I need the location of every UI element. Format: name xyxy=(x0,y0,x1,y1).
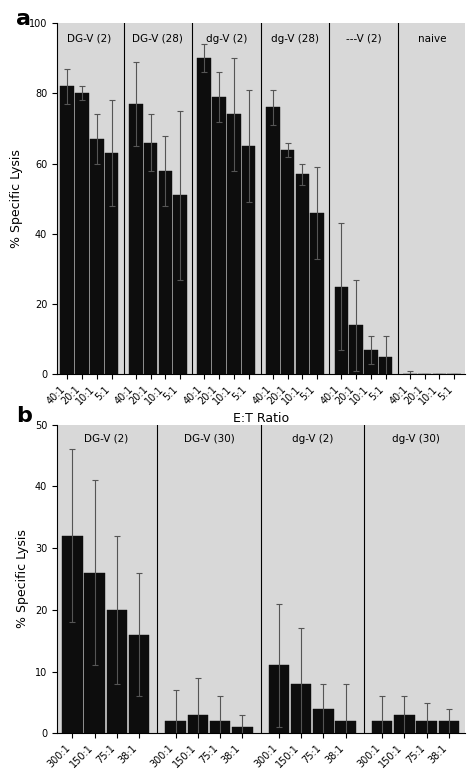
Bar xyxy=(75,93,89,374)
Y-axis label: % Specific Lysis: % Specific Lysis xyxy=(10,149,23,249)
Bar xyxy=(129,104,143,374)
Bar xyxy=(372,721,392,733)
Text: naive: naive xyxy=(418,34,446,44)
Bar xyxy=(291,684,311,733)
Bar xyxy=(335,286,348,374)
Bar xyxy=(210,721,230,733)
Bar xyxy=(173,195,187,374)
Bar xyxy=(188,715,208,733)
Bar xyxy=(60,86,74,374)
Bar xyxy=(242,146,255,374)
Bar xyxy=(232,727,253,733)
Bar xyxy=(129,635,149,733)
Bar xyxy=(62,536,82,733)
Bar xyxy=(266,107,280,374)
Bar xyxy=(379,357,392,374)
Text: DG-V (28): DG-V (28) xyxy=(132,34,183,44)
Text: dg-V (2): dg-V (2) xyxy=(206,34,247,44)
Bar xyxy=(417,721,437,733)
Bar xyxy=(227,114,241,374)
Text: DG-V (2): DG-V (2) xyxy=(67,34,111,44)
Bar xyxy=(364,350,378,374)
Bar xyxy=(144,143,157,374)
Text: ---V (2): ---V (2) xyxy=(346,34,381,44)
Text: DG-V (30): DG-V (30) xyxy=(184,434,235,444)
Text: b: b xyxy=(16,406,32,426)
Text: dg-V (28): dg-V (28) xyxy=(271,34,319,44)
Text: DG-V (2): DG-V (2) xyxy=(84,434,128,444)
Bar xyxy=(90,139,104,374)
Bar xyxy=(336,721,356,733)
Bar xyxy=(349,325,363,374)
Bar xyxy=(281,150,294,374)
Bar xyxy=(105,153,118,374)
Bar xyxy=(269,665,289,733)
Bar xyxy=(296,174,309,374)
Bar xyxy=(84,573,105,733)
X-axis label: E:T Ratio: E:T Ratio xyxy=(233,412,289,425)
Text: dg-V (30): dg-V (30) xyxy=(392,434,439,444)
Bar xyxy=(394,715,415,733)
Bar xyxy=(310,213,324,374)
Bar xyxy=(158,171,172,374)
Bar xyxy=(439,721,459,733)
Text: a: a xyxy=(16,9,31,29)
Text: dg-V (2): dg-V (2) xyxy=(292,434,333,444)
Y-axis label: % Specific Lysis: % Specific Lysis xyxy=(16,530,29,628)
Bar xyxy=(198,59,211,374)
Bar xyxy=(212,97,226,374)
Bar xyxy=(165,721,186,733)
Bar xyxy=(107,610,127,733)
Bar xyxy=(313,709,334,733)
